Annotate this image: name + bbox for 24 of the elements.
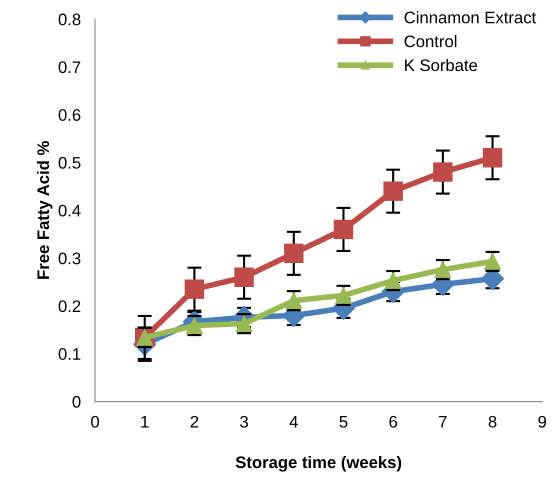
x-tick-label: 7 — [439, 416, 447, 428]
x-tick-label: 9 — [538, 416, 546, 428]
x-tick-label: 4 — [290, 416, 298, 428]
y-tick-label: 0.2 — [58, 300, 80, 312]
x-tick-label: 1 — [141, 416, 149, 428]
y-tick-label: 0.5 — [58, 156, 80, 169]
x-tick-label: 8 — [488, 416, 496, 428]
x-tick-label: 6 — [389, 416, 398, 428]
legend-label: Control — [404, 35, 456, 48]
y-tick-label: 0.8 — [58, 14, 80, 26]
x-tick-label: 0 — [91, 416, 100, 428]
y-tick-label: 0.1 — [58, 348, 80, 360]
y-tick-label: 0 — [72, 396, 80, 408]
legend-label: K Sorbate — [405, 58, 478, 72]
y-tick-label: 0.7 — [58, 61, 80, 74]
x-tick-label: 3 — [240, 416, 248, 428]
y-tick-label: 0.3 — [58, 252, 80, 264]
x-tick-label: 2 — [190, 416, 198, 428]
y-tick-label: 0.6 — [58, 109, 80, 121]
x-axis-title: Storage time (weeks) — [236, 456, 402, 472]
x-tick-label: 5 — [340, 416, 348, 428]
y-axis-title: Free Fatty Acid % — [36, 141, 52, 279]
legend-label: Cinnamon Extract — [404, 11, 536, 24]
y-tick-label: 0.4 — [58, 204, 81, 217]
